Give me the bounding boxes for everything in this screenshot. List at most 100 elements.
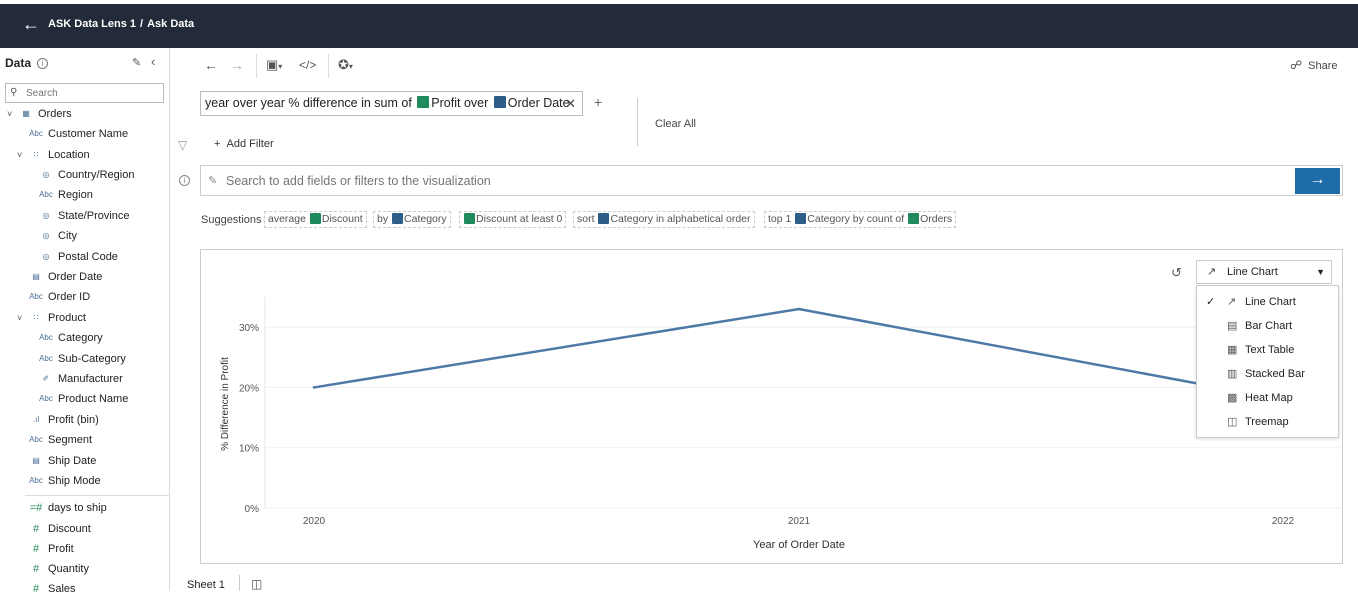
menu-item-line-chart[interactable]: ✓ ↗ Line Chart	[1197, 291, 1338, 313]
y-tick-label: 20%	[239, 383, 259, 394]
paperclip-icon: ✐	[42, 374, 50, 383]
suggestion-chip[interactable]: by Category	[373, 211, 451, 228]
add-filter-button[interactable]: + Add Filter	[214, 138, 274, 150]
sheet-tab[interactable]: Sheet 1	[187, 579, 225, 591]
field-item[interactable]: # Quantity	[7, 560, 167, 578]
field-item[interactable]: Abc Order ID	[7, 288, 167, 306]
pencil-icon[interactable]: ✎	[132, 57, 142, 69]
field-item[interactable]: # Sales	[7, 580, 167, 598]
pin-icon[interactable]: ✪▾	[338, 57, 353, 72]
data-point[interactable]	[312, 386, 316, 389]
field-item[interactable]: ✐ Manufacturer	[7, 370, 167, 388]
measure-icon: #	[32, 523, 40, 535]
field-label: Country/Region	[58, 169, 135, 181]
field-item[interactable]: ▤ Ship Date	[7, 452, 167, 470]
breadcrumb-workbook[interactable]: ASK Data Lens 1	[48, 18, 137, 30]
field-label: Quantity	[48, 563, 89, 575]
field-item[interactable]: Abc Sub-Category	[7, 350, 167, 368]
sidebar-search[interactable]: ⚲	[5, 83, 164, 103]
chip-suffix: Orders	[920, 213, 953, 225]
field-item[interactable]: ▤ Order Date	[7, 268, 167, 286]
submit-arrow-button[interactable]: →	[1295, 168, 1340, 194]
undo-icon[interactable]: ←	[204, 57, 218, 73]
field-item[interactable]: ◎ Country/Region	[7, 166, 167, 184]
ask-data-search[interactable]: ✎	[200, 165, 1343, 196]
sidebar-search-input[interactable]	[26, 86, 156, 100]
field-label: Discount	[48, 523, 91, 535]
field-label: days to ship	[48, 502, 107, 514]
field-item[interactable]: # Profit	[7, 540, 167, 558]
info-icon[interactable]: i	[179, 175, 190, 186]
chevron-down-icon[interactable]: ˅	[17, 150, 23, 160]
calendar-icon: ▤	[32, 272, 40, 281]
treemap-icon: ◫	[1227, 416, 1238, 428]
measure-icon: #	[32, 583, 40, 595]
suggestion-chip[interactable]: average Discount	[264, 211, 367, 228]
sheet-divider	[239, 575, 240, 591]
chevron-down-icon[interactable]: ˅	[7, 109, 13, 119]
heat-map-icon: ▩	[1227, 392, 1238, 404]
menu-item-heat-map[interactable]: ▩ Heat Map	[1197, 387, 1338, 409]
info-icon[interactable]: i	[37, 58, 48, 69]
series-line[interactable]	[313, 307, 1284, 401]
data-point[interactable]	[797, 307, 801, 311]
field-item[interactable]: ˅ ▦ Orders	[7, 105, 167, 123]
field-item[interactable]: ◎ City	[7, 227, 167, 245]
field-item[interactable]: Abc Customer Name	[7, 125, 167, 143]
redo-icon[interactable]: →	[230, 57, 244, 73]
clear-all-button[interactable]: Clear All	[655, 118, 696, 130]
add-query-icon[interactable]: +	[594, 94, 603, 110]
chart-type-dropdown[interactable]: ↗ Line Chart ▼	[1196, 260, 1332, 284]
top-bar: ← ASK Data Lens 1/Ask Data	[0, 0, 1358, 48]
menu-item-text-table[interactable]: ▦ Text Table	[1197, 339, 1338, 361]
query-text-part1: year over year % difference in sum of	[205, 96, 412, 110]
suggestion-chip[interactable]: sort Category in alphabetical order	[573, 211, 755, 228]
field-item[interactable]: ˅ ∷ Product	[7, 309, 167, 327]
chevron-down-icon[interactable]: ˅	[17, 313, 23, 323]
field-item[interactable]: Abc Product Name	[7, 390, 167, 408]
field-item[interactable]: ˅ ∷ Location	[7, 146, 167, 164]
header-background	[0, 4, 1358, 48]
field-item[interactable]: ◎ Postal Code	[7, 248, 167, 266]
remove-query-icon[interactable]: ✕	[565, 96, 576, 111]
back-arrow-icon[interactable]: ←	[22, 14, 40, 34]
new-sheet-icon[interactable]: ◫	[251, 577, 263, 591]
chip-prefix: sort	[577, 213, 595, 225]
line-chart-icon: ↗	[1227, 296, 1237, 308]
field-item[interactable]: Abc Category	[7, 329, 167, 347]
share-button[interactable]: ☍ Share	[1290, 58, 1338, 72]
field-item[interactable]: Abc Segment	[7, 431, 167, 449]
y-tick-label: 30%	[239, 323, 259, 334]
embed-code-icon[interactable]: </>	[299, 58, 317, 72]
line-chart-icon: ↗	[1207, 266, 1217, 278]
menu-item-bar-chart[interactable]: ▤ Bar Chart	[1197, 315, 1338, 337]
dimension-icon	[795, 213, 807, 224]
toolbar-divider	[328, 54, 329, 78]
chip-field: Category	[404, 213, 447, 225]
collapse-sidebar-icon[interactable]: ‹	[151, 54, 156, 69]
field-label: Profit (bin)	[48, 414, 99, 426]
abc-icon: Abc	[39, 190, 53, 199]
table-icon: ▦	[22, 109, 30, 118]
field-item[interactable]: ◎ State/Province	[7, 207, 167, 225]
field-item[interactable]: # Discount	[7, 520, 167, 538]
field-item[interactable]: =# days to ship	[7, 499, 167, 517]
ask-data-input[interactable]	[226, 172, 1286, 190]
chip-field: Discount	[321, 213, 363, 225]
menu-item-treemap[interactable]: ◫ Treemap	[1197, 411, 1338, 433]
stacked-bar-icon: ▥	[1227, 368, 1238, 380]
field-item[interactable]: Abc Ship Mode	[7, 472, 167, 490]
y-tick-label: 10%	[239, 444, 259, 455]
suggestion-chip[interactable]: top 1 Category by count of Orders	[764, 211, 957, 228]
save-icon[interactable]: ▣▾	[266, 57, 283, 72]
field-item[interactable]: .ıl Profit (bin)	[7, 411, 167, 429]
query-pill[interactable]: year over year % difference in sum of Pr…	[200, 91, 583, 116]
query-field-order-date: Order Date	[507, 96, 570, 110]
sidebar-title: Data	[5, 56, 32, 70]
suggestion-chip[interactable]: Discount at least 0	[459, 211, 567, 228]
field-item[interactable]: Abc Region	[7, 186, 167, 204]
table-icon: ▦	[1227, 344, 1238, 356]
menu-item-stacked-bar[interactable]: ▥ Stacked Bar	[1197, 363, 1338, 385]
toolbar-divider	[256, 54, 257, 78]
swap-axes-icon[interactable]: ↺	[1171, 265, 1182, 280]
